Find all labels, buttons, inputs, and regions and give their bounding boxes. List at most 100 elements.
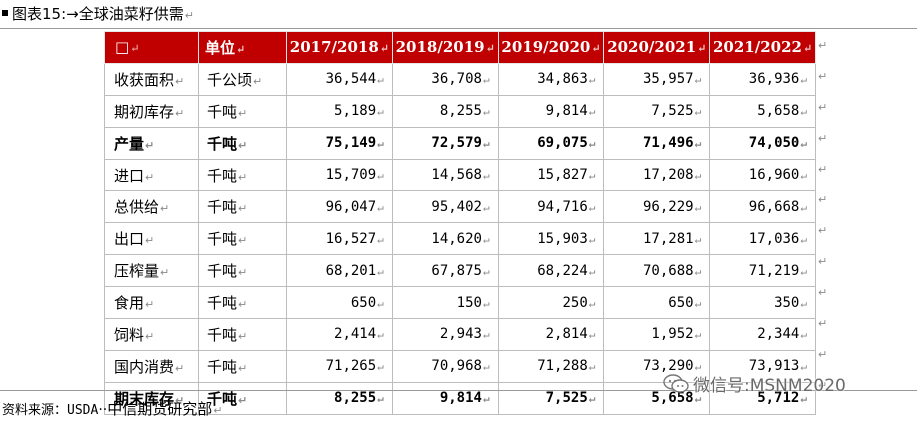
- row-unit-cell: 千吨↵: [198, 318, 287, 351]
- value-text: 96,047: [325, 198, 377, 215]
- row-unit-label: 千吨: [207, 102, 238, 121]
- row-unit-label: 千吨: [207, 357, 238, 376]
- paragraph-mark-icon: ↵: [800, 296, 807, 310]
- value-text: 34,863: [537, 71, 588, 88]
- value-text: 16,960: [748, 167, 800, 183]
- value-text: 71,496: [642, 135, 694, 152]
- value-text: 7,525: [545, 390, 588, 407]
- paragraph-mark-icon: ↵: [800, 169, 807, 182]
- row-name-label: 期初库存: [114, 102, 175, 121]
- row-unit-cell: 千吨↵: [198, 286, 287, 320]
- value-text: 2,344: [757, 326, 800, 343]
- wechat-id-text: 微信号:MSNM2020: [693, 376, 846, 396]
- paragraph-mark-icon: ↵: [482, 296, 490, 310]
- paragraph-mark-icon: ↵: [694, 137, 702, 151]
- value-cell: 71,219↵: [709, 254, 816, 288]
- table-row: 总供给↵ 千吨↵ 96,047↵ 95,402↵ 94,716↵ 96,229↵ 96,66…: [104, 190, 816, 224]
- paragraph-mark-icon: ↵: [145, 138, 155, 152]
- paragraph-mark-icon: ↵: [377, 328, 384, 342]
- figure-title-text: 图表15:→全球油菜籽供需: [12, 5, 184, 23]
- paragraph-mark-icon: ↵: [800, 73, 807, 87]
- row-unit-cell: 千吨↵: [198, 126, 287, 160]
- row-unit-cell: 千吨↵: [198, 254, 287, 288]
- separator-dots: ··: [98, 402, 108, 418]
- paragraph-mark-icon: ↵: [694, 296, 702, 310]
- header-year-cell: 2020/2021↵: [603, 31, 711, 64]
- row-unit-cell: 千吨↵: [198, 381, 287, 415]
- table-row: 进口↵ 千吨↵ 15,709↵ 14,568↵ 15,827↵ 17,208↵ 16,960…: [104, 158, 816, 192]
- table-row: 期末库存↵ 千吨↵ 8,255↵ 9,814↵ 7,525↵ 5,658↵ 5,712↵: [104, 381, 816, 415]
- paragraph-mark-icon: ↵: [818, 162, 828, 176]
- paragraph-mark-icon: ↵: [482, 73, 490, 87]
- header-year-label: 2017/2018: [289, 38, 379, 57]
- value-cell: 68,201↵: [286, 254, 393, 288]
- row-end-marks: ↵ ↵ ↵ ↵ ↵ ↵ ↵ ↵ ↵ ↵ ↵ ↵: [818, 31, 827, 402]
- paragraph-mark-icon: ↵: [694, 73, 702, 87]
- value-cell: 650↵: [603, 286, 711, 320]
- value-text: 71,265: [325, 358, 377, 375]
- value-text: 68,201: [325, 262, 377, 279]
- paragraph-mark-icon: ↵: [694, 232, 702, 246]
- paragraph-mark-icon: ↵: [238, 170, 248, 184]
- value-cell: 17,208↵: [603, 158, 711, 192]
- row-unit-cell: 千吨↵: [198, 349, 287, 383]
- row-name-cell: 进口↵: [104, 158, 199, 192]
- wechat-watermark: 微信号:MSNM2020: [663, 373, 846, 399]
- value-text: 74,050: [748, 135, 800, 152]
- value-cell: 250↵: [497, 286, 605, 320]
- value-cell: 95,402↵: [391, 190, 499, 224]
- paragraph-mark-icon: ↵: [802, 42, 813, 56]
- value-cell: 150↵: [391, 286, 499, 320]
- value-text: 69,075: [537, 135, 588, 152]
- source-label: 资料来源：USDA: [2, 403, 99, 418]
- paragraph-mark-icon: ↵: [482, 328, 490, 342]
- paragraph-mark-icon: ↵: [588, 264, 596, 278]
- table-row: 出口↵ 千吨↵ 16,527↵ 14,620↵ 15,903↵ 17,281↵ 17,036…: [104, 222, 816, 256]
- paragraph-mark-icon: ↵: [588, 73, 596, 87]
- paragraph-mark-icon: ↵: [377, 360, 384, 374]
- paragraph-mark-icon: ↵: [377, 232, 384, 246]
- value-text: 68,224: [537, 262, 588, 279]
- table-row: 食用↵ 千吨↵ 650↵ 150↵ 250↵ 650↵ 350↵: [104, 286, 816, 320]
- row-name-cell: 国内消费↵: [104, 349, 199, 383]
- corner-box-icon: □: [115, 38, 130, 57]
- paragraph-mark-icon: ↵: [238, 329, 248, 343]
- paragraph-mark-icon: ↵: [694, 169, 702, 182]
- value-text: 5,712: [757, 390, 800, 407]
- top-rule: [0, 28, 917, 29]
- paragraph-mark-icon: ↵: [482, 105, 490, 119]
- paragraph-mark-icon: ↵: [482, 360, 490, 374]
- paragraph-mark-icon: ↵: [588, 200, 596, 214]
- row-unit-label: 千公顷: [207, 70, 253, 89]
- value-cell: 17,036↵: [709, 222, 816, 256]
- paragraph-mark-icon: ↵: [482, 232, 490, 246]
- row-unit-cell: 千吨↵: [198, 158, 287, 192]
- paragraph-mark-icon: ↵: [694, 200, 702, 214]
- value-cell: 70,688↵: [603, 254, 711, 288]
- paragraph-mark-icon: ↵: [818, 255, 828, 269]
- header-year-label: 2021/2022: [712, 38, 802, 57]
- row-name-label: 饲料: [114, 325, 145, 344]
- value-cell: 5,189↵: [286, 94, 393, 128]
- table-row: 产量↵ 千吨↵ 75,149↵ 72,579↵ 69,075↵ 71,496↵ 74,050…: [104, 126, 816, 160]
- paragraph-mark-icon: ↵: [238, 298, 248, 312]
- value-cell: 35,957↵: [603, 62, 711, 96]
- paragraph-mark-icon: ↵: [377, 264, 384, 278]
- value-cell: 71,288↵: [497, 349, 605, 383]
- value-cell: 34,863↵: [497, 62, 605, 96]
- value-text: 75,149: [325, 135, 377, 152]
- paragraph-mark-icon: ↵: [238, 266, 248, 280]
- value-cell: 16,527↵: [286, 222, 393, 256]
- paragraph-mark-icon: ↵: [694, 392, 702, 406]
- value-cell: 9,814↵: [497, 94, 605, 128]
- value-text: 5,658: [757, 103, 800, 120]
- paragraph-mark-icon: ↵: [818, 131, 828, 145]
- paragraph-mark-icon: ↵: [377, 392, 384, 406]
- value-text: 73,913: [748, 358, 800, 375]
- paragraph-mark-icon: ↵: [377, 169, 384, 182]
- table-row: 压榨量↵ 千吨↵ 68,201↵ 67,875↵ 68,224↵ 70,688↵ 71,21…: [104, 254, 816, 288]
- paragraph-mark-icon: ↵: [800, 232, 807, 246]
- paragraph-mark-icon: ↵: [588, 328, 596, 342]
- paragraph-mark-icon: ↵: [588, 105, 596, 119]
- paragraph-mark-icon: ↵: [238, 202, 248, 216]
